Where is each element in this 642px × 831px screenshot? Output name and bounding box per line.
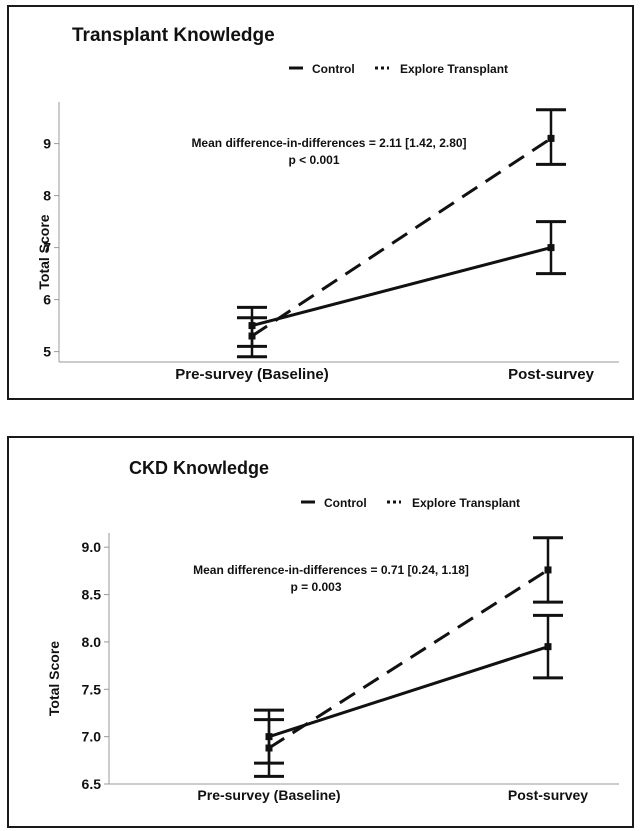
data-point-explore-transplant: [544, 566, 552, 574]
data-point-explore-transplant: [265, 744, 273, 752]
x-tick-label: Pre-survey (Baseline): [175, 366, 328, 383]
annotation-effect: Mean difference-in-differences = 2.11 [1…: [191, 136, 466, 150]
y-tick-label: 7: [43, 240, 51, 256]
x-tick-label: Post-survey: [508, 366, 595, 383]
annotation-p-value: p = 0.003: [290, 580, 341, 594]
series-explore-transplant: [254, 536, 563, 778]
legend-label-explore-transplant: Explore Transplant: [412, 496, 520, 510]
series-explore-transplant: [237, 108, 566, 359]
data-point-explore-transplant: [547, 134, 555, 142]
legend-label-explore-transplant: Explore Transplant: [400, 62, 508, 76]
chart-svg: Transplant Knowledge Control Explore Trans…: [36, 25, 619, 383]
y-tick-label: 7.0: [82, 729, 102, 745]
series-line-explore-transplant: [251, 137, 552, 338]
data-point-control: [544, 643, 552, 651]
chart-title: CKD Knowledge: [129, 458, 269, 478]
y-tick-label: 8.0: [82, 634, 102, 650]
y-tick-label: 8.5: [82, 587, 102, 603]
x-tick-label: Pre-survey (Baseline): [197, 787, 340, 803]
chart-panel-ckd-knowledge: CKD Knowledge Control Explore Transplant 6.…: [7, 436, 634, 828]
y-tick-label: 5: [43, 344, 51, 360]
x-tick-label: Post-survey: [508, 787, 588, 803]
legend: Control Explore Transplant: [289, 62, 508, 76]
y-tick-label: 8: [43, 188, 51, 204]
y-axis-title: Total Score: [46, 641, 62, 716]
y-tick-label: 9: [43, 136, 51, 152]
y-tick-label: 6: [43, 292, 51, 308]
chart-title: Transplant Knowledge: [72, 25, 275, 46]
chart-svg: CKD Knowledge Control Explore Transplant 6.…: [46, 458, 619, 803]
annotation-effect: Mean difference-in-differences = 0.71 [0…: [193, 563, 469, 577]
series-line-control: [251, 246, 552, 328]
y-axis-title: Total Score: [36, 214, 52, 289]
annotation-p-value: p < 0.001: [288, 153, 339, 167]
y-tick-label: 6.5: [82, 776, 102, 792]
data-point-explore-transplant: [248, 332, 256, 340]
data-point-control: [547, 244, 555, 252]
legend: Control Explore Transplant: [301, 496, 520, 510]
chart-panel-transplant-knowledge: Transplant Knowledge Control Explore Trans…: [7, 5, 634, 400]
legend-label-control: Control: [324, 496, 367, 510]
legend-label-control: Control: [312, 62, 355, 76]
y-tick-label: 7.5: [82, 681, 102, 697]
y-tick-label: 9.0: [82, 539, 102, 555]
series-control: [254, 613, 563, 765]
series-control: [237, 220, 566, 348]
series-line-control: [268, 645, 549, 739]
